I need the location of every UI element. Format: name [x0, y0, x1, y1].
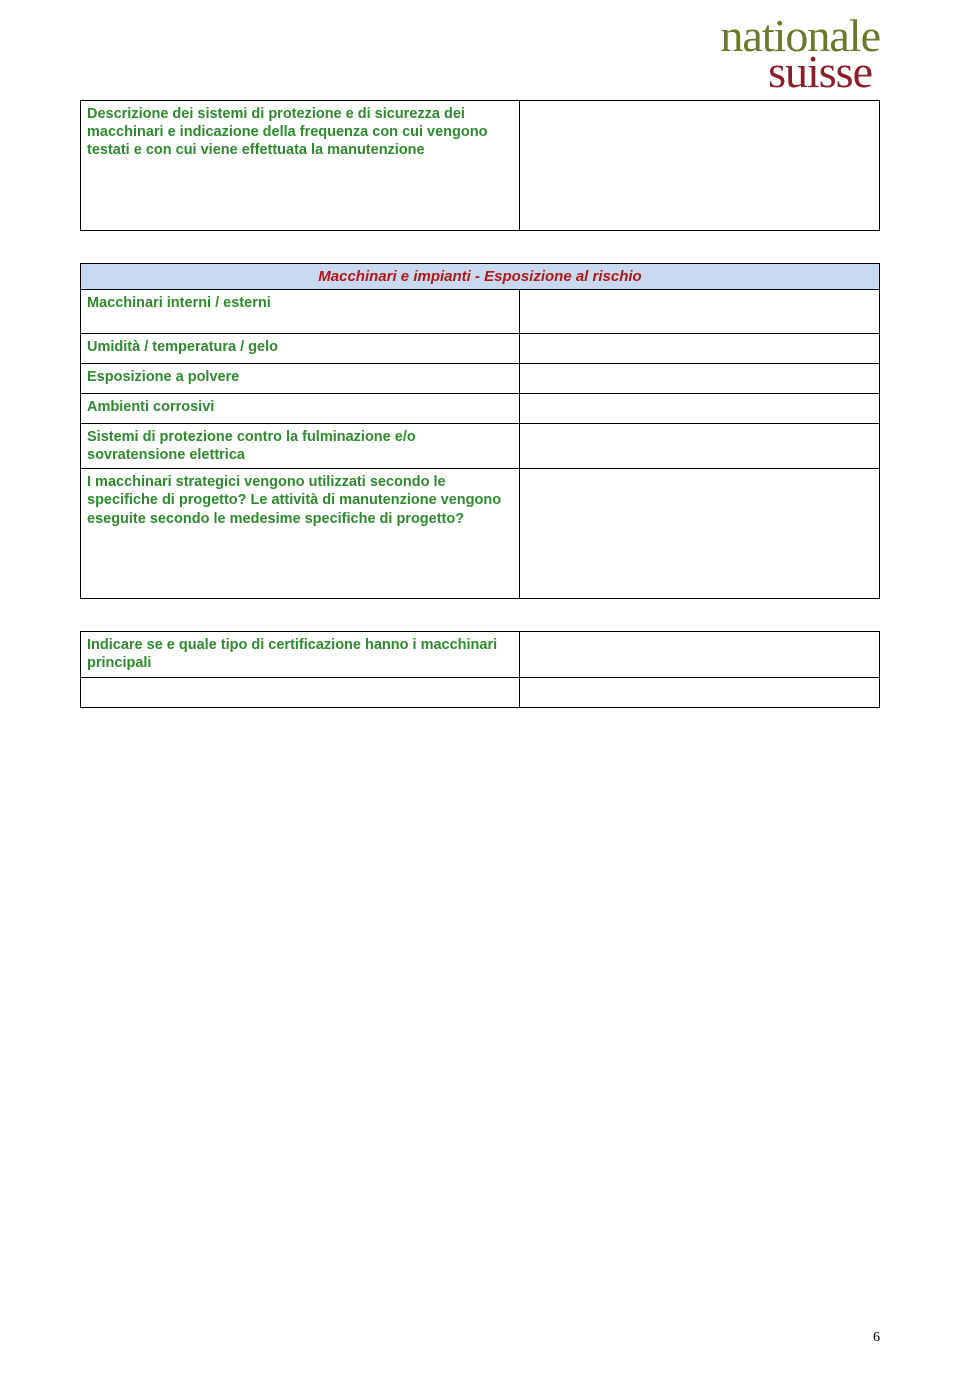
row-label — [81, 677, 520, 707]
table-row: Descrizione dei sistemi di protezione e … — [81, 101, 880, 231]
row-value[interactable] — [520, 424, 880, 469]
table-row — [81, 677, 880, 707]
row-label: Indicare se e quale tipo di certificazio… — [81, 632, 520, 677]
row-value[interactable] — [520, 364, 880, 394]
page-number: 6 — [873, 1330, 880, 1346]
table-row: Indicare se e quale tipo di certificazio… — [81, 632, 880, 677]
row-label: Sistemi di protezione contro la fulminaz… — [81, 424, 520, 469]
table-row: I macchinari strategici vengono utilizza… — [81, 469, 880, 599]
row-label: Descrizione dei sistemi di protezione e … — [81, 101, 520, 231]
row-value[interactable] — [520, 290, 880, 334]
row-value[interactable] — [520, 394, 880, 424]
table-row: Sistemi di protezione contro la fulminaz… — [81, 424, 880, 469]
row-label: Umidità / temperatura / gelo — [81, 334, 520, 364]
row-label: Ambienti corrosivi — [81, 394, 520, 424]
brand-logo: nationale suisse — [720, 18, 880, 90]
row-value[interactable] — [520, 677, 880, 707]
row-value[interactable] — [520, 632, 880, 677]
table-row: Esposizione a polvere — [81, 364, 880, 394]
table-certification: Indicare se e quale tipo di certificazio… — [80, 631, 880, 707]
table-row: Macchinari interni / esterni — [81, 290, 880, 334]
row-label: Macchinari interni / esterni — [81, 290, 520, 334]
table-exposure: Macchinari e impianti - Esposizione al r… — [80, 263, 880, 599]
row-label: I macchinari strategici vengono utilizza… — [81, 469, 520, 599]
row-value[interactable] — [520, 469, 880, 599]
table-row: Umidità / temperatura / gelo — [81, 334, 880, 364]
row-label: Esposizione a polvere — [81, 364, 520, 394]
section-header-row: Macchinari e impianti - Esposizione al r… — [81, 264, 880, 290]
row-value[interactable] — [520, 334, 880, 364]
row-value[interactable] — [520, 101, 880, 231]
table-description: Descrizione dei sistemi di protezione e … — [80, 100, 880, 231]
table-row: Ambienti corrosivi — [81, 394, 880, 424]
section-header: Macchinari e impianti - Esposizione al r… — [81, 264, 880, 290]
